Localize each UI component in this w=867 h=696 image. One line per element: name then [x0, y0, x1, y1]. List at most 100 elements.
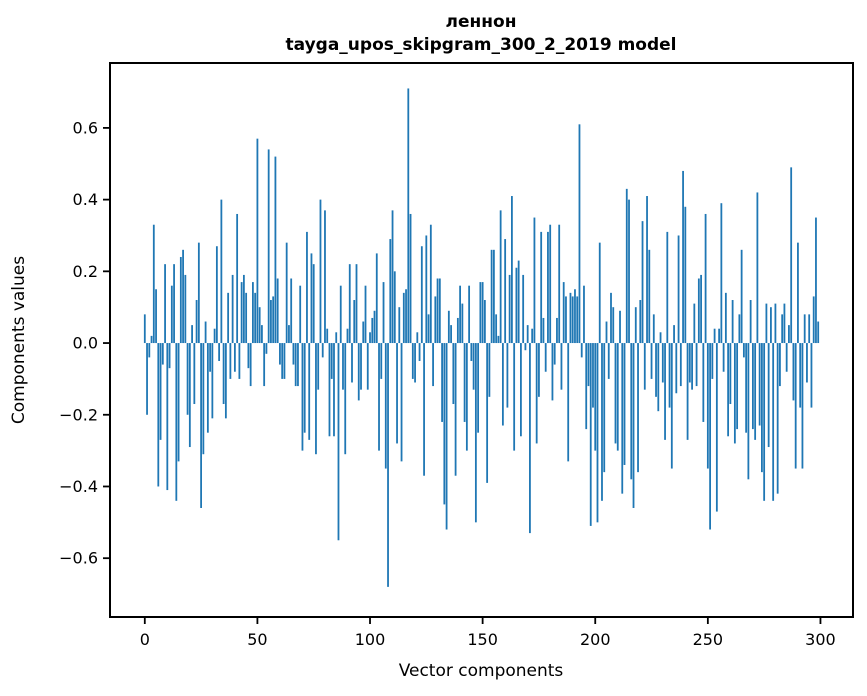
bar	[551, 343, 554, 401]
bar	[261, 325, 263, 344]
bars-series	[143, 88, 820, 587]
bar	[632, 343, 635, 508]
bar	[483, 300, 486, 344]
bar	[252, 282, 254, 344]
bar	[177, 343, 180, 462]
bar	[616, 343, 619, 451]
bar	[513, 343, 516, 451]
bar	[283, 343, 286, 379]
bar	[578, 124, 581, 344]
bar	[157, 343, 160, 487]
bar	[209, 343, 212, 372]
bar	[738, 314, 741, 344]
bar	[801, 343, 804, 469]
bar	[380, 343, 383, 379]
bar	[146, 343, 148, 415]
bar	[612, 307, 615, 344]
bar	[538, 343, 540, 397]
bar	[634, 307, 637, 344]
bar	[400, 343, 403, 462]
bar	[794, 343, 797, 469]
bar	[713, 328, 716, 344]
bar	[580, 343, 583, 358]
bar	[562, 282, 565, 344]
bar	[659, 332, 662, 344]
bar	[369, 332, 371, 344]
bar	[646, 196, 648, 344]
bar	[781, 314, 784, 344]
bar	[218, 343, 221, 361]
bar	[774, 303, 777, 344]
bar	[596, 343, 599, 523]
bar	[756, 192, 759, 344]
bar	[542, 317, 545, 344]
bar	[168, 343, 171, 369]
bar	[414, 343, 416, 383]
bar	[220, 199, 223, 344]
bar	[405, 289, 407, 344]
bar	[785, 343, 788, 372]
bar	[652, 314, 655, 344]
bar	[315, 343, 317, 455]
bar	[761, 343, 763, 473]
bar	[258, 307, 261, 344]
bar	[648, 249, 651, 344]
bar	[688, 343, 691, 383]
bar	[549, 224, 552, 344]
bar	[679, 343, 682, 387]
bar	[529, 343, 531, 534]
bar	[263, 343, 266, 387]
bar	[436, 278, 439, 344]
bar	[360, 343, 362, 390]
bar	[531, 328, 534, 344]
bar	[434, 296, 437, 344]
bar	[337, 343, 340, 541]
bar	[200, 343, 202, 508]
y-tick-label: 0.2	[73, 262, 98, 281]
bar	[166, 343, 169, 491]
bar	[191, 325, 193, 344]
bar	[236, 213, 239, 344]
bar	[213, 328, 216, 344]
bar	[812, 296, 815, 344]
bar	[373, 310, 376, 344]
bar	[547, 231, 549, 344]
bar	[695, 343, 698, 387]
bar	[742, 343, 745, 358]
bar	[274, 156, 277, 344]
bar	[693, 303, 696, 344]
bar	[202, 343, 205, 455]
bar	[229, 343, 232, 379]
bar	[614, 343, 617, 444]
bar	[420, 246, 423, 344]
bar	[673, 325, 675, 344]
bar	[553, 343, 556, 365]
bar	[589, 343, 592, 526]
bar	[346, 328, 349, 344]
bar	[468, 285, 471, 344]
bar	[432, 343, 434, 387]
bar	[472, 343, 475, 390]
bar	[272, 296, 275, 344]
bar	[643, 343, 646, 390]
bar	[520, 343, 522, 437]
bar	[461, 303, 464, 344]
bar	[324, 210, 326, 344]
bar	[423, 343, 425, 476]
bar	[749, 300, 752, 344]
bar	[452, 343, 455, 405]
y-tick-label: 0.6	[73, 118, 98, 137]
bar	[398, 307, 401, 344]
bar	[567, 343, 570, 462]
bar	[797, 242, 799, 344]
bar	[686, 343, 689, 440]
bar	[745, 343, 748, 433]
bar	[409, 213, 412, 344]
bar	[661, 343, 664, 383]
bar	[418, 343, 421, 361]
bar	[222, 343, 225, 405]
bar	[227, 292, 230, 344]
bar	[339, 285, 342, 344]
bar	[817, 321, 820, 344]
bar	[682, 170, 684, 344]
